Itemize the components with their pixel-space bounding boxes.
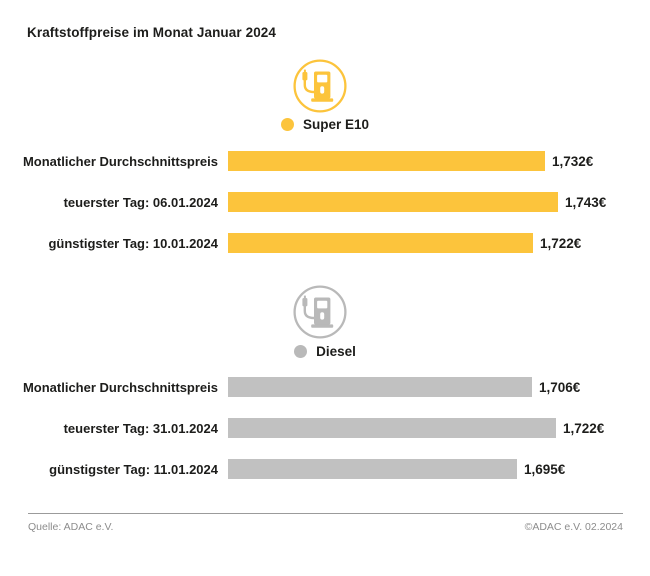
bar-label: teuerster Tag: 06.01.2024	[63, 194, 218, 210]
legend-dot-super-e10	[280, 117, 294, 131]
bar-diesel-min	[228, 459, 517, 479]
bar-row-super-average: Monatlicher Durchschnittspreis 1,732€	[0, 151, 650, 171]
bar-row-super-max: teuerster Tag: 06.01.2024 1,743€	[0, 192, 650, 212]
bar-super-max	[228, 192, 558, 212]
bar-diesel-max	[228, 418, 556, 438]
bar-super-min	[228, 233, 533, 253]
bar-row-super-min: günstigster Tag: 10.01.2024 1,722€	[0, 233, 650, 253]
bar-label: teuerster Tag: 31.01.2024	[63, 420, 218, 436]
footer-divider	[28, 513, 623, 514]
legend-super-e10: Super E10	[0, 116, 650, 132]
page-title: Kraftstoffpreise im Monat Januar 2024	[27, 25, 277, 40]
bar-row-diesel-max: teuerster Tag: 31.01.2024 1,722€	[0, 418, 650, 438]
bar-super-average	[228, 151, 545, 171]
bar-diesel-average	[228, 377, 532, 397]
bar-label: günstigster Tag: 10.01.2024	[48, 235, 218, 251]
bar-row-diesel-min: günstigster Tag: 11.01.2024 1,695€	[0, 459, 650, 479]
legend-label-diesel: Diesel	[316, 343, 356, 359]
bar-label: günstigster Tag: 11.01.2024	[49, 461, 218, 477]
legend-diesel: Diesel	[0, 343, 650, 359]
bar-label: Monatlicher Durchschnittspreis	[22, 379, 218, 395]
bar-value: 1,743€	[565, 194, 607, 210]
bar-row-diesel-average: Monatlicher Durchschnittspreis 1,706€	[0, 377, 650, 397]
legend-label-super-e10: Super E10	[302, 116, 370, 132]
source-text: Quelle: ADAC e.V.	[28, 521, 114, 533]
fuel-pump-icon	[293, 285, 347, 339]
bar-value: 1,732€	[552, 153, 594, 169]
copyright-text: ©ADAC e.V. 02.2024	[524, 521, 623, 533]
bar-value: 1,695€	[524, 461, 566, 477]
fuel-pump-icon	[293, 59, 347, 113]
bar-value: 1,722€	[540, 235, 582, 251]
bar-value: 1,706€	[539, 379, 581, 395]
bar-label: Monatlicher Durchschnittspreis	[22, 153, 218, 169]
bar-value: 1,722€	[563, 420, 605, 436]
legend-dot-diesel	[294, 344, 308, 358]
